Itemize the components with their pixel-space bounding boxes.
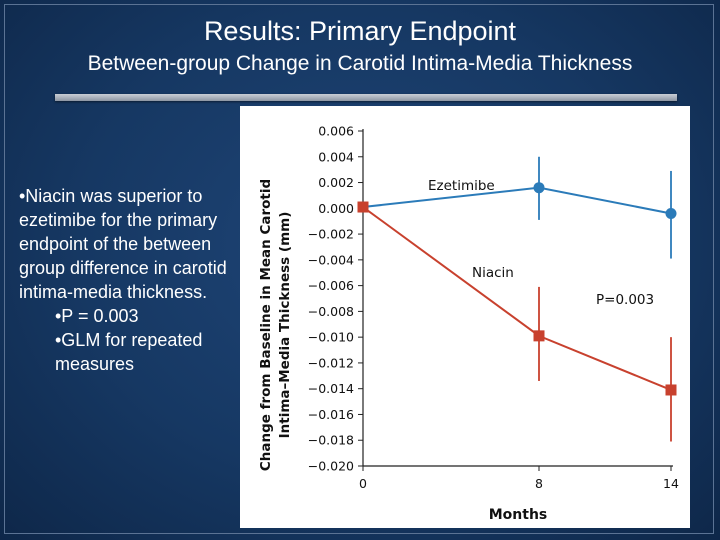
y-tick-label: 0.002: [318, 175, 354, 190]
bullet-main: •Niacin was superior to ezetimibe for th…: [19, 186, 227, 302]
y-tick-label: −0.004: [308, 252, 354, 267]
y-tick-label: 0.004: [318, 149, 354, 164]
title-divider: [55, 94, 677, 101]
series-line-ezetimibe: [362, 186, 672, 215]
y-tick-label: −0.008: [308, 304, 354, 319]
y-tick-label: 0.006: [318, 124, 354, 139]
slide-title: Results: Primary Endpoint: [203, 16, 517, 46]
y-tick-label: −0.010: [308, 330, 354, 345]
series-label-ezetimibe: Ezetimibe: [428, 178, 495, 194]
y-axis-label-line-1: Change from Baseline in Mean Carotid: [258, 179, 274, 471]
data-point-niacin: [665, 384, 677, 396]
x-tick-label: 0: [359, 476, 367, 491]
y-tick-label: 0.000: [318, 201, 354, 216]
y-tick-label: −0.012: [308, 355, 354, 370]
y-tick-label: −0.002: [308, 227, 354, 242]
line-chart: 0.006 0.004 0.002 0.000 −0.002 −0.004 −0.006 −0…: [258, 124, 679, 524]
y-axis-label-line-2: Intima–Media Thickness (mm): [277, 212, 293, 439]
slide-subtitle: Between-group Change in Carotid Intima-M…: [87, 52, 633, 75]
x-tick-label: 8: [535, 476, 543, 491]
y-tick-label: −0.018: [308, 433, 354, 448]
bullet-sub-glm: •GLM for repeated measures: [55, 330, 203, 374]
series-label-niacin: Niacin: [472, 265, 514, 281]
y-tick-label: −0.016: [308, 407, 354, 422]
data-point-niacin: [357, 201, 369, 213]
data-point-niacin: [533, 330, 545, 342]
x-axis-label: Months: [489, 507, 548, 523]
y-tick-label: −0.014: [308, 381, 354, 396]
chart-panel: 0.006 0.004 0.002 0.000 −0.002 −0.004 −0.006 −0…: [240, 106, 690, 528]
bullet-list: •Niacin was superior to ezetimibe for th…: [19, 184, 244, 376]
y-tick-label: −0.006: [308, 278, 354, 293]
data-point-ezetimibe: [665, 207, 677, 219]
y-tick-label: −0.020: [308, 459, 354, 474]
p-value-annotation: P=0.003: [596, 292, 654, 308]
bullet-sub-pvalue: •P = 0.003: [55, 306, 139, 326]
x-tick-label: 14: [663, 476, 679, 491]
slide-frame: [4, 4, 714, 534]
data-point-ezetimibe: [533, 182, 545, 194]
